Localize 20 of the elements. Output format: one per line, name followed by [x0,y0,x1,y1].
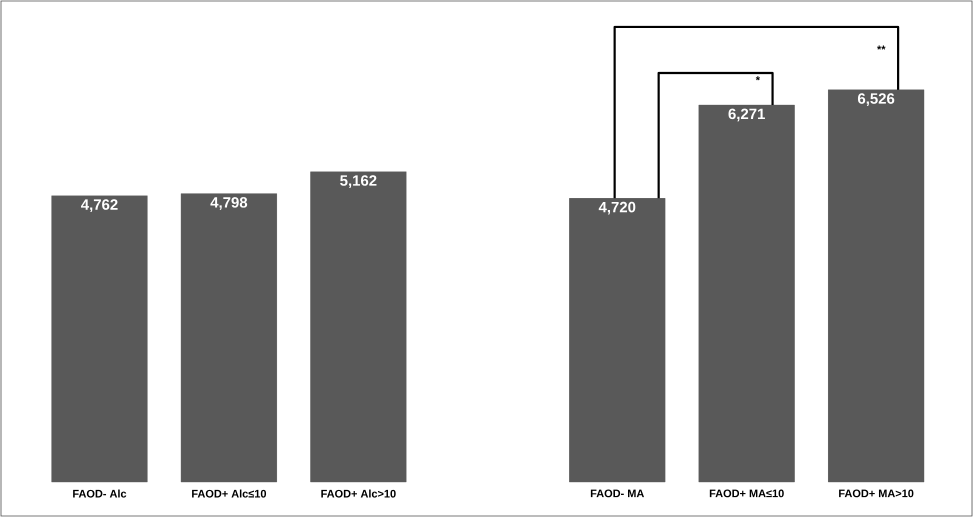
text: ** [877,46,886,50]
x-tick-label: FAOD- MA [590,490,644,498]
x-tick-label: FAOD- Alc [73,490,126,498]
bar [51,196,148,482]
text: * [756,76,760,80]
data-label: 4,798 [210,197,248,210]
data-label: 4,762 [81,199,118,212]
data-label: 4,720 [598,202,636,215]
x-tick-label: FAOD+ MA≤10 [710,490,784,498]
bar [310,172,406,482]
bar [180,193,278,482]
x-tick-label: FAOD+ MA>10 [839,490,914,498]
x-tick-label: FAOD+ Alc≤10 [192,490,266,498]
data-label: 6,526 [858,93,894,106]
bar [828,90,924,482]
bar [698,104,795,482]
bar [569,198,666,482]
x-tick-label: FAOD+ Alc>10 [321,490,396,498]
data-label: 5,162 [340,175,376,188]
data-label: 6,271 [728,108,765,122]
